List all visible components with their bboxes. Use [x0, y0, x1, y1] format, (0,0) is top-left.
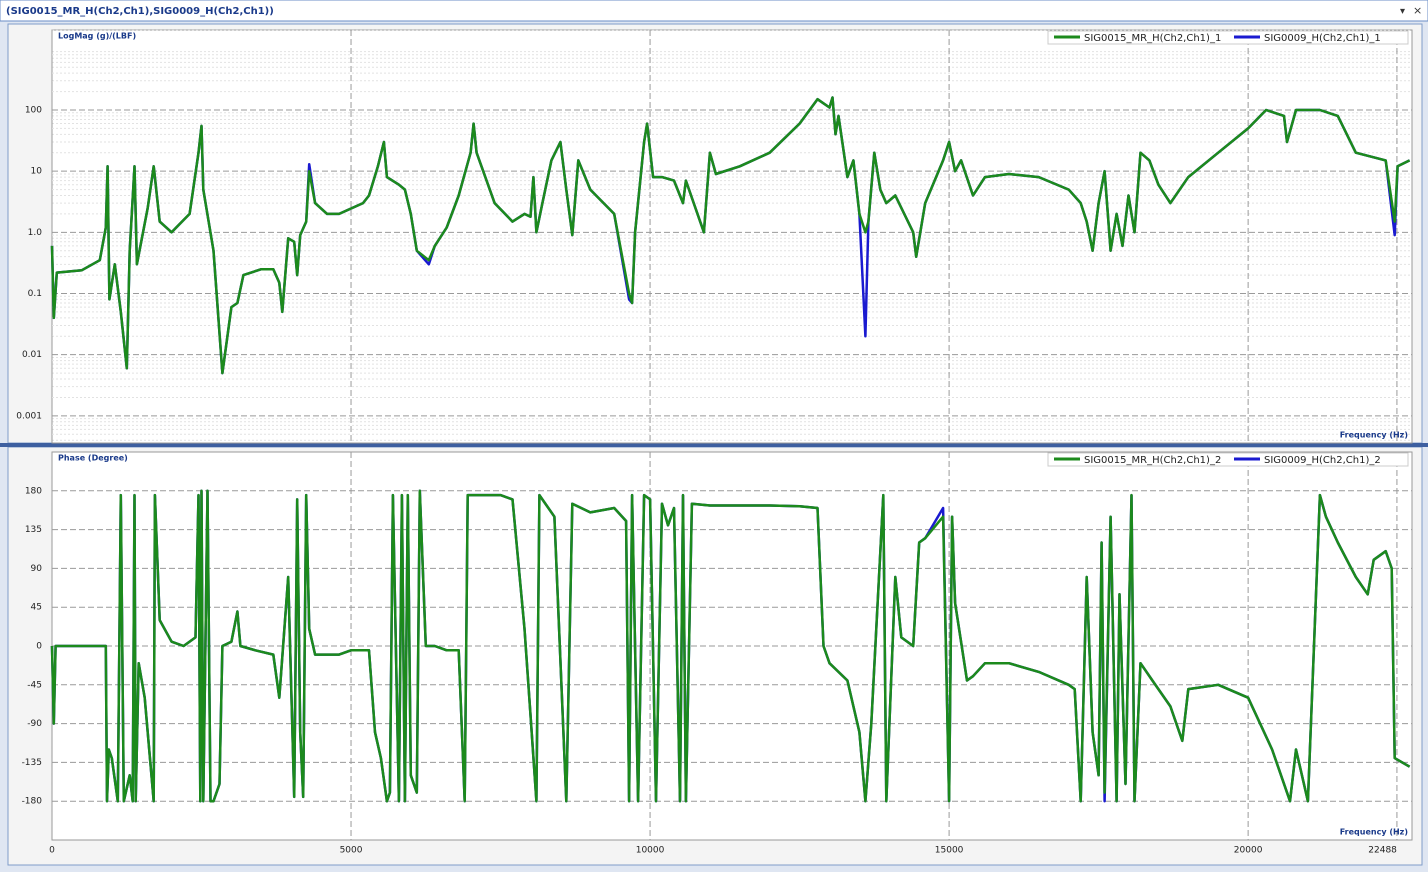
- y-tick-label: 135: [25, 525, 42, 535]
- y-tick-label: 10: [31, 167, 43, 177]
- x-tick-label: 5000: [340, 846, 363, 856]
- legend-label: SIG0009_H(Ch2,Ch1)_2: [1264, 455, 1381, 466]
- legend-label: SIG0015_MR_H(Ch2,Ch1)_1: [1084, 33, 1221, 44]
- legend: [1047, 30, 1409, 45]
- y-tick-label: 180: [25, 486, 42, 496]
- y-axis-label: Phase (Degree): [58, 454, 128, 463]
- y-tick-label: -135: [22, 758, 42, 768]
- title-bar: [0, 0, 1428, 22]
- y-tick-label: 0: [36, 642, 42, 652]
- plot-area: [51, 29, 1413, 444]
- splitter[interactable]: [0, 443, 1428, 447]
- y-tick-label: 45: [31, 603, 42, 613]
- legend-label: SIG0009_H(Ch2,Ch1)_1: [1264, 33, 1381, 44]
- x-tick-label: 10000: [636, 846, 665, 856]
- x-tick-label: 15000: [935, 846, 964, 856]
- y-tick-label: 0.01: [22, 350, 42, 360]
- x-tick-label: 20000: [1234, 846, 1263, 856]
- y-tick-label: -90: [27, 719, 42, 729]
- window-title: (SIG0015_MR_H(Ch2,Ch1),SIG0009_H(Ch2,Ch1…: [6, 6, 274, 17]
- legend: [1047, 452, 1409, 467]
- legend-label: SIG0015_MR_H(Ch2,Ch1)_2: [1084, 455, 1221, 466]
- y-tick-label: 100: [25, 105, 42, 115]
- x-axis-label: Frequency (Hz): [1340, 431, 1408, 440]
- menu-button[interactable]: ▾: [1400, 6, 1405, 17]
- x-tick-label: 0: [49, 846, 55, 856]
- y-tick-label: 90: [31, 564, 43, 574]
- close-button[interactable]: ×: [1413, 4, 1422, 17]
- x-axis-label: Frequency (Hz): [1340, 828, 1408, 837]
- y-tick-label: 0.001: [16, 411, 42, 421]
- y-tick-label: -180: [22, 797, 43, 807]
- y-axis-label: LogMag (g)/(LBF): [58, 32, 136, 41]
- y-tick-label: 0.1: [28, 289, 42, 299]
- data-line: [50, 489, 1411, 803]
- y-tick-label: -45: [27, 680, 42, 690]
- data-line: [50, 96, 1411, 375]
- y-tick-label: 1.0: [28, 228, 43, 238]
- x-tick-label: 22488: [1368, 846, 1397, 856]
